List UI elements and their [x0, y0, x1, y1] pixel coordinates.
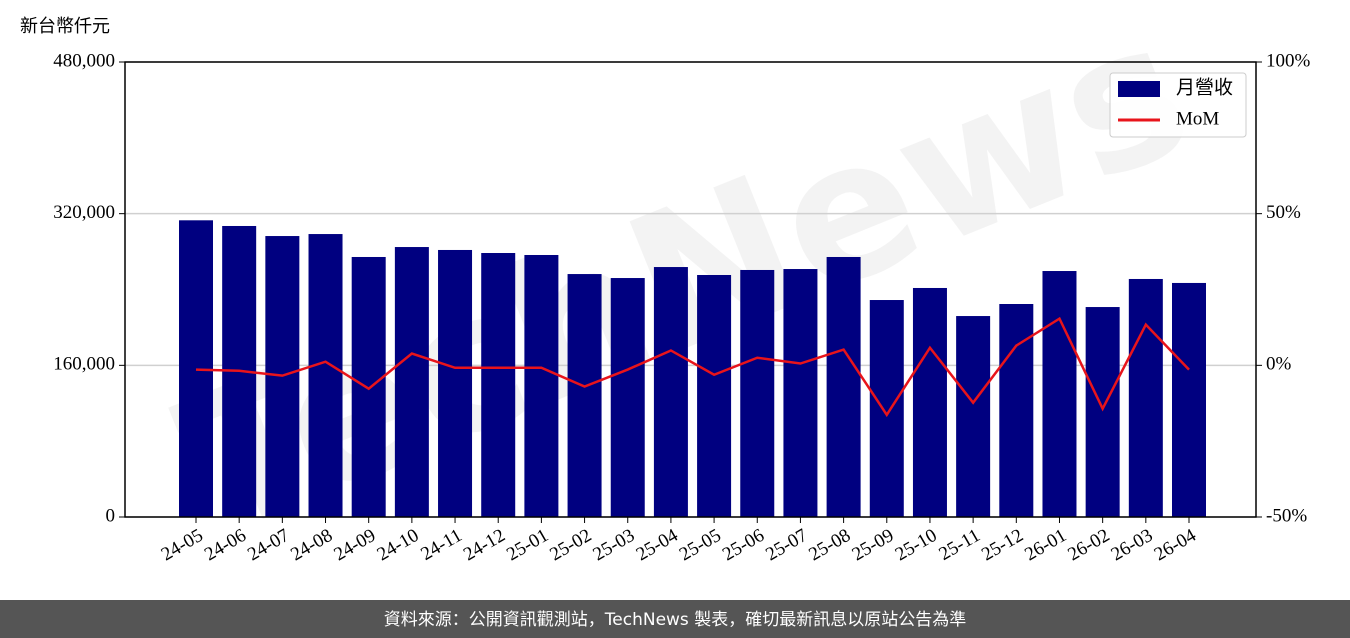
- bar: [1172, 282, 1206, 517]
- x-tick-label: 25-09: [849, 525, 898, 565]
- plot-frame: [124, 61, 1257, 518]
- y-tick-label: 0: [106, 505, 116, 526]
- bar: [869, 300, 904, 517]
- bar: [567, 274, 602, 517]
- bar: [438, 249, 473, 518]
- x-tick-label: 24-10: [374, 525, 423, 565]
- legend-label: MoM: [1176, 108, 1219, 129]
- y-tick-label: 480,000: [53, 50, 115, 71]
- x-tick-label: 25-02: [546, 525, 595, 565]
- bar: [697, 274, 732, 517]
- y-tick-label: 320,000: [53, 202, 115, 223]
- legend-label: 月營收: [1176, 76, 1233, 98]
- bar: [1085, 307, 1120, 517]
- bar: [912, 287, 947, 517]
- y2-tick-label: -50%: [1266, 505, 1307, 526]
- x-tick-label: 25-05: [676, 525, 725, 565]
- x-tick-label: 24-11: [417, 525, 465, 565]
- bar: [524, 254, 559, 517]
- y-tick-label: 160,000: [53, 354, 115, 375]
- x-tick-label: 25-01: [503, 525, 552, 565]
- x-tick-label: 25-03: [590, 525, 639, 565]
- bar: [783, 269, 818, 517]
- bar: [308, 234, 343, 517]
- x-tick-label: 26-02: [1064, 525, 1113, 565]
- x-tick-label: 25-12: [978, 525, 1027, 565]
- bar: [826, 256, 861, 517]
- bar: [481, 253, 516, 518]
- bar: [999, 304, 1034, 517]
- x-tick-label: 24-12: [460, 525, 509, 565]
- bar: [740, 269, 775, 517]
- bar: [610, 278, 645, 517]
- bar: [653, 267, 688, 517]
- bar: [351, 256, 386, 517]
- y2-tick-label: 50%: [1266, 202, 1301, 223]
- x-tick-label: 24-05: [158, 525, 207, 565]
- x-tick-label: 26-03: [1108, 525, 1157, 565]
- bar: [179, 220, 213, 518]
- x-tick-label: 25-07: [762, 525, 811, 565]
- x-tick-label: 25-11: [936, 525, 984, 565]
- bar: [956, 316, 991, 517]
- x-tick-label: 25-08: [805, 525, 854, 565]
- x-tick-label: 26-04: [1151, 525, 1200, 566]
- y-axis-label: 新台幣仟元: [20, 16, 110, 37]
- x-tick-label: 25-06: [719, 525, 768, 565]
- x-tick-label: 26-01: [1021, 525, 1070, 565]
- bar: [1128, 278, 1163, 517]
- line: [195, 316, 1190, 418]
- bar: [1042, 271, 1077, 517]
- y2-tick-label: 0%: [1266, 354, 1292, 375]
- x-tick-label: 25-04: [633, 525, 682, 566]
- source-note: 資料來源：公開資訊觀測站，TechNews 製表，確切最新訊息以原站公告為準: [384, 610, 966, 630]
- x-tick-label: 25-10: [892, 525, 941, 565]
- footer-bar: [0, 600, 1350, 638]
- y2-tick-label: 100%: [1266, 50, 1311, 71]
- legend-swatch: [1118, 81, 1160, 97]
- bar: [394, 247, 429, 518]
